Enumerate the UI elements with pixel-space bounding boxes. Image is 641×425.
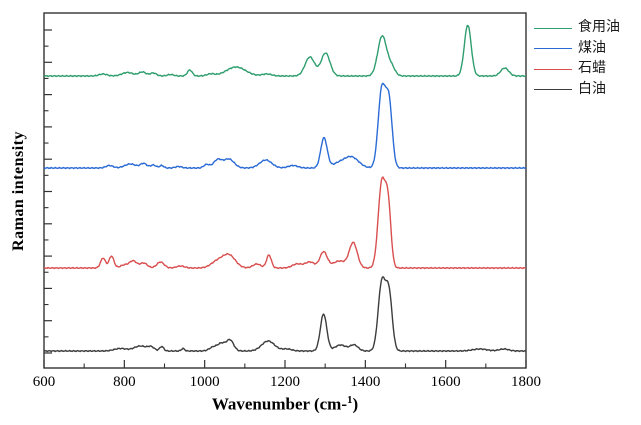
x-tick-label-1600: 1600 [430,374,461,390]
legend: 食用油 煤油 石蜡 白油 [534,18,620,100]
x-tick-label-1400: 1400 [350,374,381,390]
legend-line-cooking-oil [534,27,572,29]
legend-label-kerosene: 煤油 [578,40,606,56]
legend-item-paraffin-wax: 石蜡 [534,59,620,80]
legend-item-kerosene: 煤油 [534,39,620,60]
x-tick-label-1000: 1000 [189,374,220,390]
legend-label-paraffin-wax: 石蜡 [578,61,606,77]
x-tick-label-800: 800 [113,374,136,390]
trace-cooking-oil [43,24,527,78]
trace-white-oil [43,276,527,353]
legend-item-white-oil: 白油 [534,80,620,101]
x-axis-label-superscript: 1 [347,394,353,406]
x-axis-label-text: Wavenumber (cm- [211,394,348,414]
legend-line-white-oil [534,89,572,91]
x-axis-label-suffix: ) [352,394,359,414]
x-tick-label-600: 600 [32,374,56,390]
legend-line-kerosene [534,48,572,50]
legend-line-paraffin-wax [534,68,572,70]
trace-paraffin-wax [43,176,527,270]
legend-item-cooking-oil: 食用油 [534,18,620,39]
plot-frame [43,12,527,369]
x-tick-label-1200: 1200 [270,374,300,390]
x-tick-label-1800: 1800 [511,374,541,390]
y-axis-label: Raman intensity [10,131,27,251]
legend-label-cooking-oil: 食用油 [578,20,620,36]
legend-label-white-oil: 白油 [578,81,606,97]
x-axis-label: Wavenumber (cm-1) [44,394,526,415]
trace-kerosene [43,82,527,170]
